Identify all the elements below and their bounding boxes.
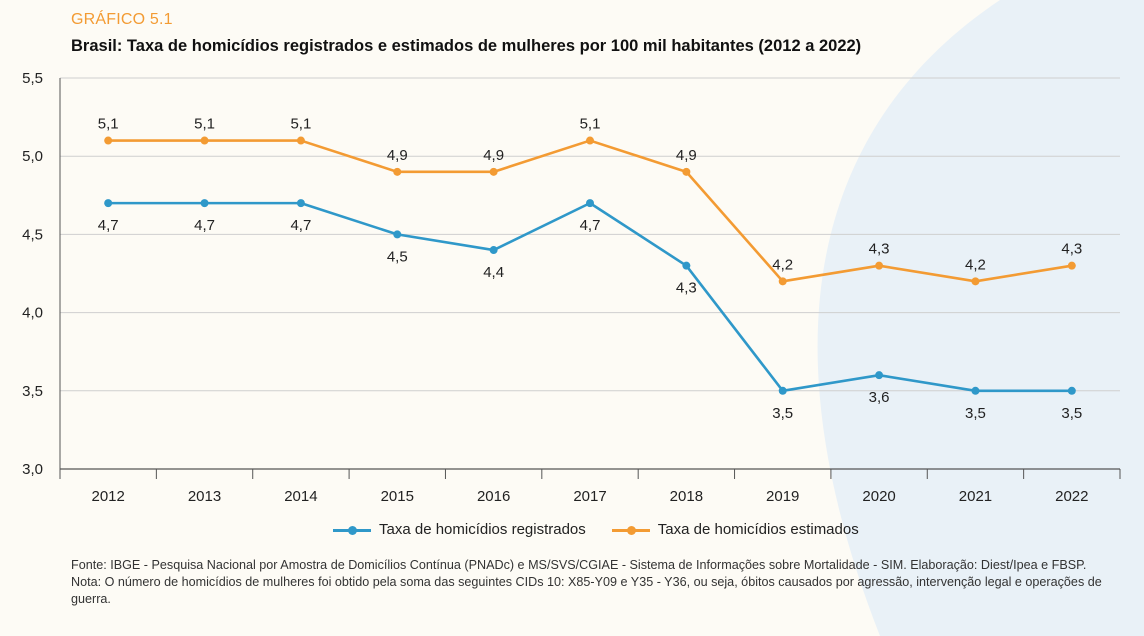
- legend: Taxa de homicídios registrados Taxa de h…: [333, 521, 859, 538]
- x-tick-label: 2018: [670, 488, 703, 505]
- legend-label-estimated: Taxa de homicídios estimados: [657, 521, 859, 538]
- x-tick-label: 2020: [862, 488, 895, 505]
- y-tick-label: 3,0: [22, 461, 43, 478]
- data-label: 4,9: [387, 147, 408, 164]
- data-point: [104, 199, 113, 208]
- data-point: [778, 277, 787, 286]
- x-tick-label: 2014: [284, 488, 317, 505]
- data-label: 5,1: [194, 116, 215, 133]
- data-label: 4,7: [580, 217, 601, 234]
- data-label: 5,1: [98, 116, 119, 133]
- data-point: [393, 230, 402, 239]
- legend-item-estimated: Taxa de homicídios estimados: [611, 521, 859, 538]
- legend-item-registered: Taxa de homicídios registrados: [333, 521, 586, 538]
- gridlines: [59, 77, 1120, 470]
- data-label: 3,6: [869, 389, 890, 406]
- data-point: [971, 277, 980, 286]
- data-label: 4,9: [483, 147, 504, 164]
- x-tick-label: 2015: [381, 488, 414, 505]
- x-tick-label: 2017: [573, 488, 606, 505]
- x-tick-label: 2012: [91, 488, 124, 505]
- data-label: 3,5: [1061, 405, 1082, 422]
- data-point: [489, 167, 498, 176]
- y-tick-label: 5,5: [22, 70, 43, 87]
- y-axis-ticks: 3,0 3,5 4,0 4,5 5,0 5,5: [22, 70, 43, 478]
- x-tick-label: 2013: [188, 488, 221, 505]
- methodology-note: Nota: O número de homicídios de mulheres…: [71, 575, 1102, 606]
- data-label: 4,7: [290, 217, 311, 234]
- footnotes: Fonte: IBGE - Pesquisa Nacional por Amos…: [71, 557, 1131, 608]
- chart-series: 4,7 4,7 4,7 4,5 4,4 4,7 4,3 3,5 3,6 3,5 3,5 5,1 5,1 5…: [98, 116, 1082, 422]
- data-point: [682, 167, 691, 176]
- data-point: [875, 371, 884, 380]
- x-tick-label: 2016: [477, 488, 510, 505]
- data-point: [778, 386, 787, 395]
- data-label: 4,3: [1061, 241, 1082, 258]
- chart-title: Brasil: Taxa de homicídios registrados e…: [71, 37, 862, 55]
- x-axis: 2012 2013 2014 2015 2016 2017 2018 2019 2020 2021…: [59, 469, 1121, 505]
- data-point: [1067, 386, 1076, 395]
- data-label: 4,9: [676, 147, 697, 164]
- data-point: [586, 199, 594, 208]
- data-label: 3,5: [965, 405, 986, 422]
- data-label: 4,2: [965, 256, 986, 273]
- data-point: [104, 136, 113, 145]
- data-label: 4,4: [483, 264, 504, 281]
- data-point: [682, 261, 691, 270]
- data-label: 4,7: [98, 217, 119, 234]
- data-point: [296, 199, 305, 208]
- y-tick-label: 4,0: [22, 305, 43, 322]
- x-tick-label: 2019: [766, 488, 799, 505]
- y-tick-label: 4,5: [22, 226, 43, 243]
- data-label: 4,2: [772, 256, 793, 273]
- data-label: 4,5: [387, 248, 408, 265]
- data-label: 4,3: [869, 241, 890, 258]
- line-chart: 3,03,54,04,55,05,5 2012 2013 2014 2015 2016 2…: [22, 70, 1121, 505]
- data-point: [393, 167, 402, 176]
- source-note: Fonte: IBGE - Pesquisa Nacional por Amos…: [71, 558, 1087, 572]
- data-point: [1067, 261, 1076, 270]
- data-label: 4,7: [194, 217, 215, 234]
- data-point: [875, 261, 884, 270]
- data-label: 3,5: [772, 405, 793, 422]
- y-tick-label: 5,0: [22, 148, 43, 165]
- series-line-estimated: [108, 139, 1073, 283]
- legend-swatch-estimated: [611, 523, 650, 537]
- data-point: [200, 136, 209, 145]
- data-point: [971, 386, 980, 395]
- data-point: [296, 136, 305, 145]
- data-point: [200, 199, 209, 208]
- legend-label-registered: Taxa de homicídios registrados: [379, 521, 586, 538]
- data-point: [489, 246, 498, 255]
- data-label: 5,1: [580, 116, 601, 133]
- x-tick-label: 2022: [1055, 488, 1088, 505]
- x-tick-label: 2021: [959, 488, 992, 505]
- data-label: 4,3: [676, 280, 697, 297]
- figure-label: GRÁFICO 5.1: [71, 11, 173, 28]
- data-label: 5,1: [290, 116, 311, 133]
- data-point: [586, 136, 594, 145]
- y-tick-label: 3,5: [22, 383, 43, 400]
- legend-swatch-registered: [333, 523, 371, 537]
